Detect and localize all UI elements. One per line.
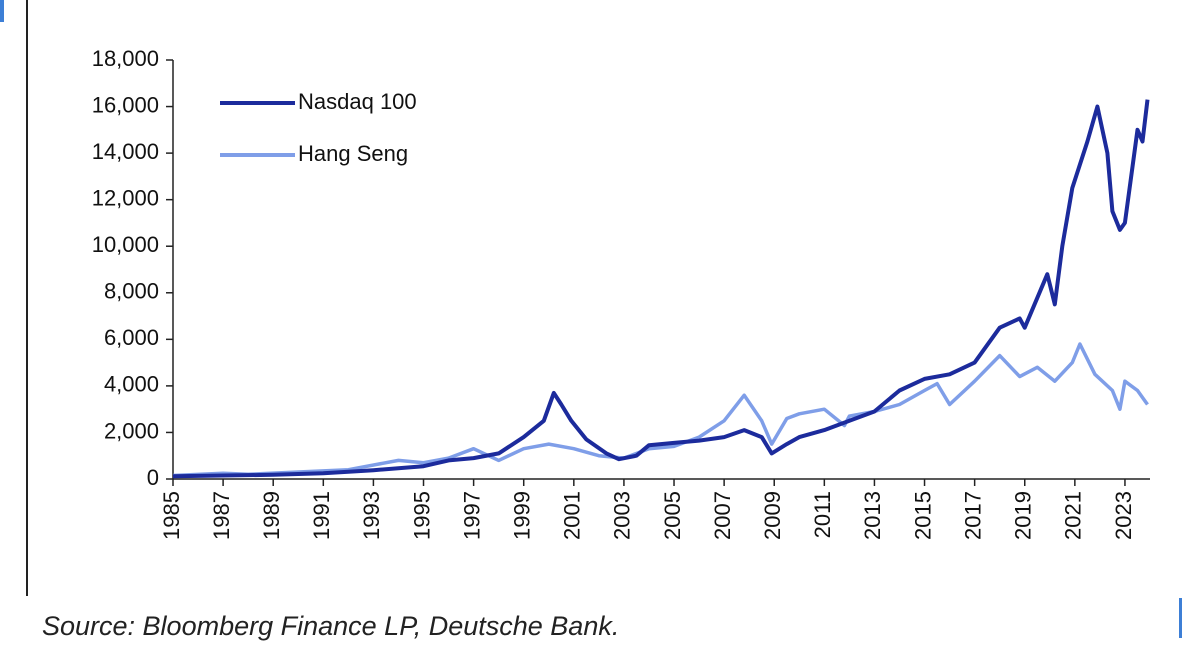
x-tick-label: 1997 (459, 491, 484, 540)
y-tick-label: 2,000 (104, 418, 159, 443)
decor-bar (0, 0, 4, 22)
x-tick-label: 2011 (810, 491, 835, 538)
x-tick-label: 1995 (409, 491, 434, 540)
x-tick-label: 2015 (910, 491, 935, 540)
legend-label: Nasdaq 100 (298, 89, 417, 114)
y-tick-label: 12,000 (92, 185, 159, 210)
x-tick-label: 1991 (309, 491, 334, 540)
x-tick-label: 1987 (209, 491, 234, 540)
x-tick-label: 2019 (1011, 491, 1036, 540)
x-tick-label: 2007 (710, 491, 735, 540)
series-line (172, 342, 1149, 478)
x-tick-label: 2003 (610, 491, 635, 540)
series-line (172, 99, 1150, 479)
decor-bar (1179, 598, 1182, 638)
x-tick-label: 2021 (1061, 491, 1086, 540)
x-tick-label: 2017 (960, 491, 985, 540)
y-tick-label: 8,000 (104, 279, 159, 304)
y-tick-label: 4,000 (104, 372, 159, 397)
x-tick-label: 1985 (159, 491, 184, 540)
y-tick-label: 6,000 (104, 325, 159, 350)
x-tick-label: 2023 (1111, 491, 1136, 540)
y-tick-label: 14,000 (92, 139, 159, 164)
source-note: Source: Bloomberg Finance LP, Deutsche B… (42, 611, 619, 641)
y-tick-label: 0 (147, 465, 159, 490)
y-tick-label: 18,000 (92, 46, 159, 71)
x-tick-label: 2013 (860, 491, 885, 540)
x-tick-label: 2005 (660, 491, 685, 540)
y-tick-label: 16,000 (92, 92, 159, 117)
x-tick-label: 2001 (560, 491, 585, 540)
y-tick-label: 10,000 (92, 232, 159, 257)
x-tick-label: 1989 (259, 491, 284, 540)
x-tick-label: 1993 (359, 491, 384, 540)
x-tick-label: 1999 (510, 491, 535, 540)
legend-label: Hang Seng (298, 141, 408, 166)
x-tick-label: 2009 (760, 491, 785, 540)
